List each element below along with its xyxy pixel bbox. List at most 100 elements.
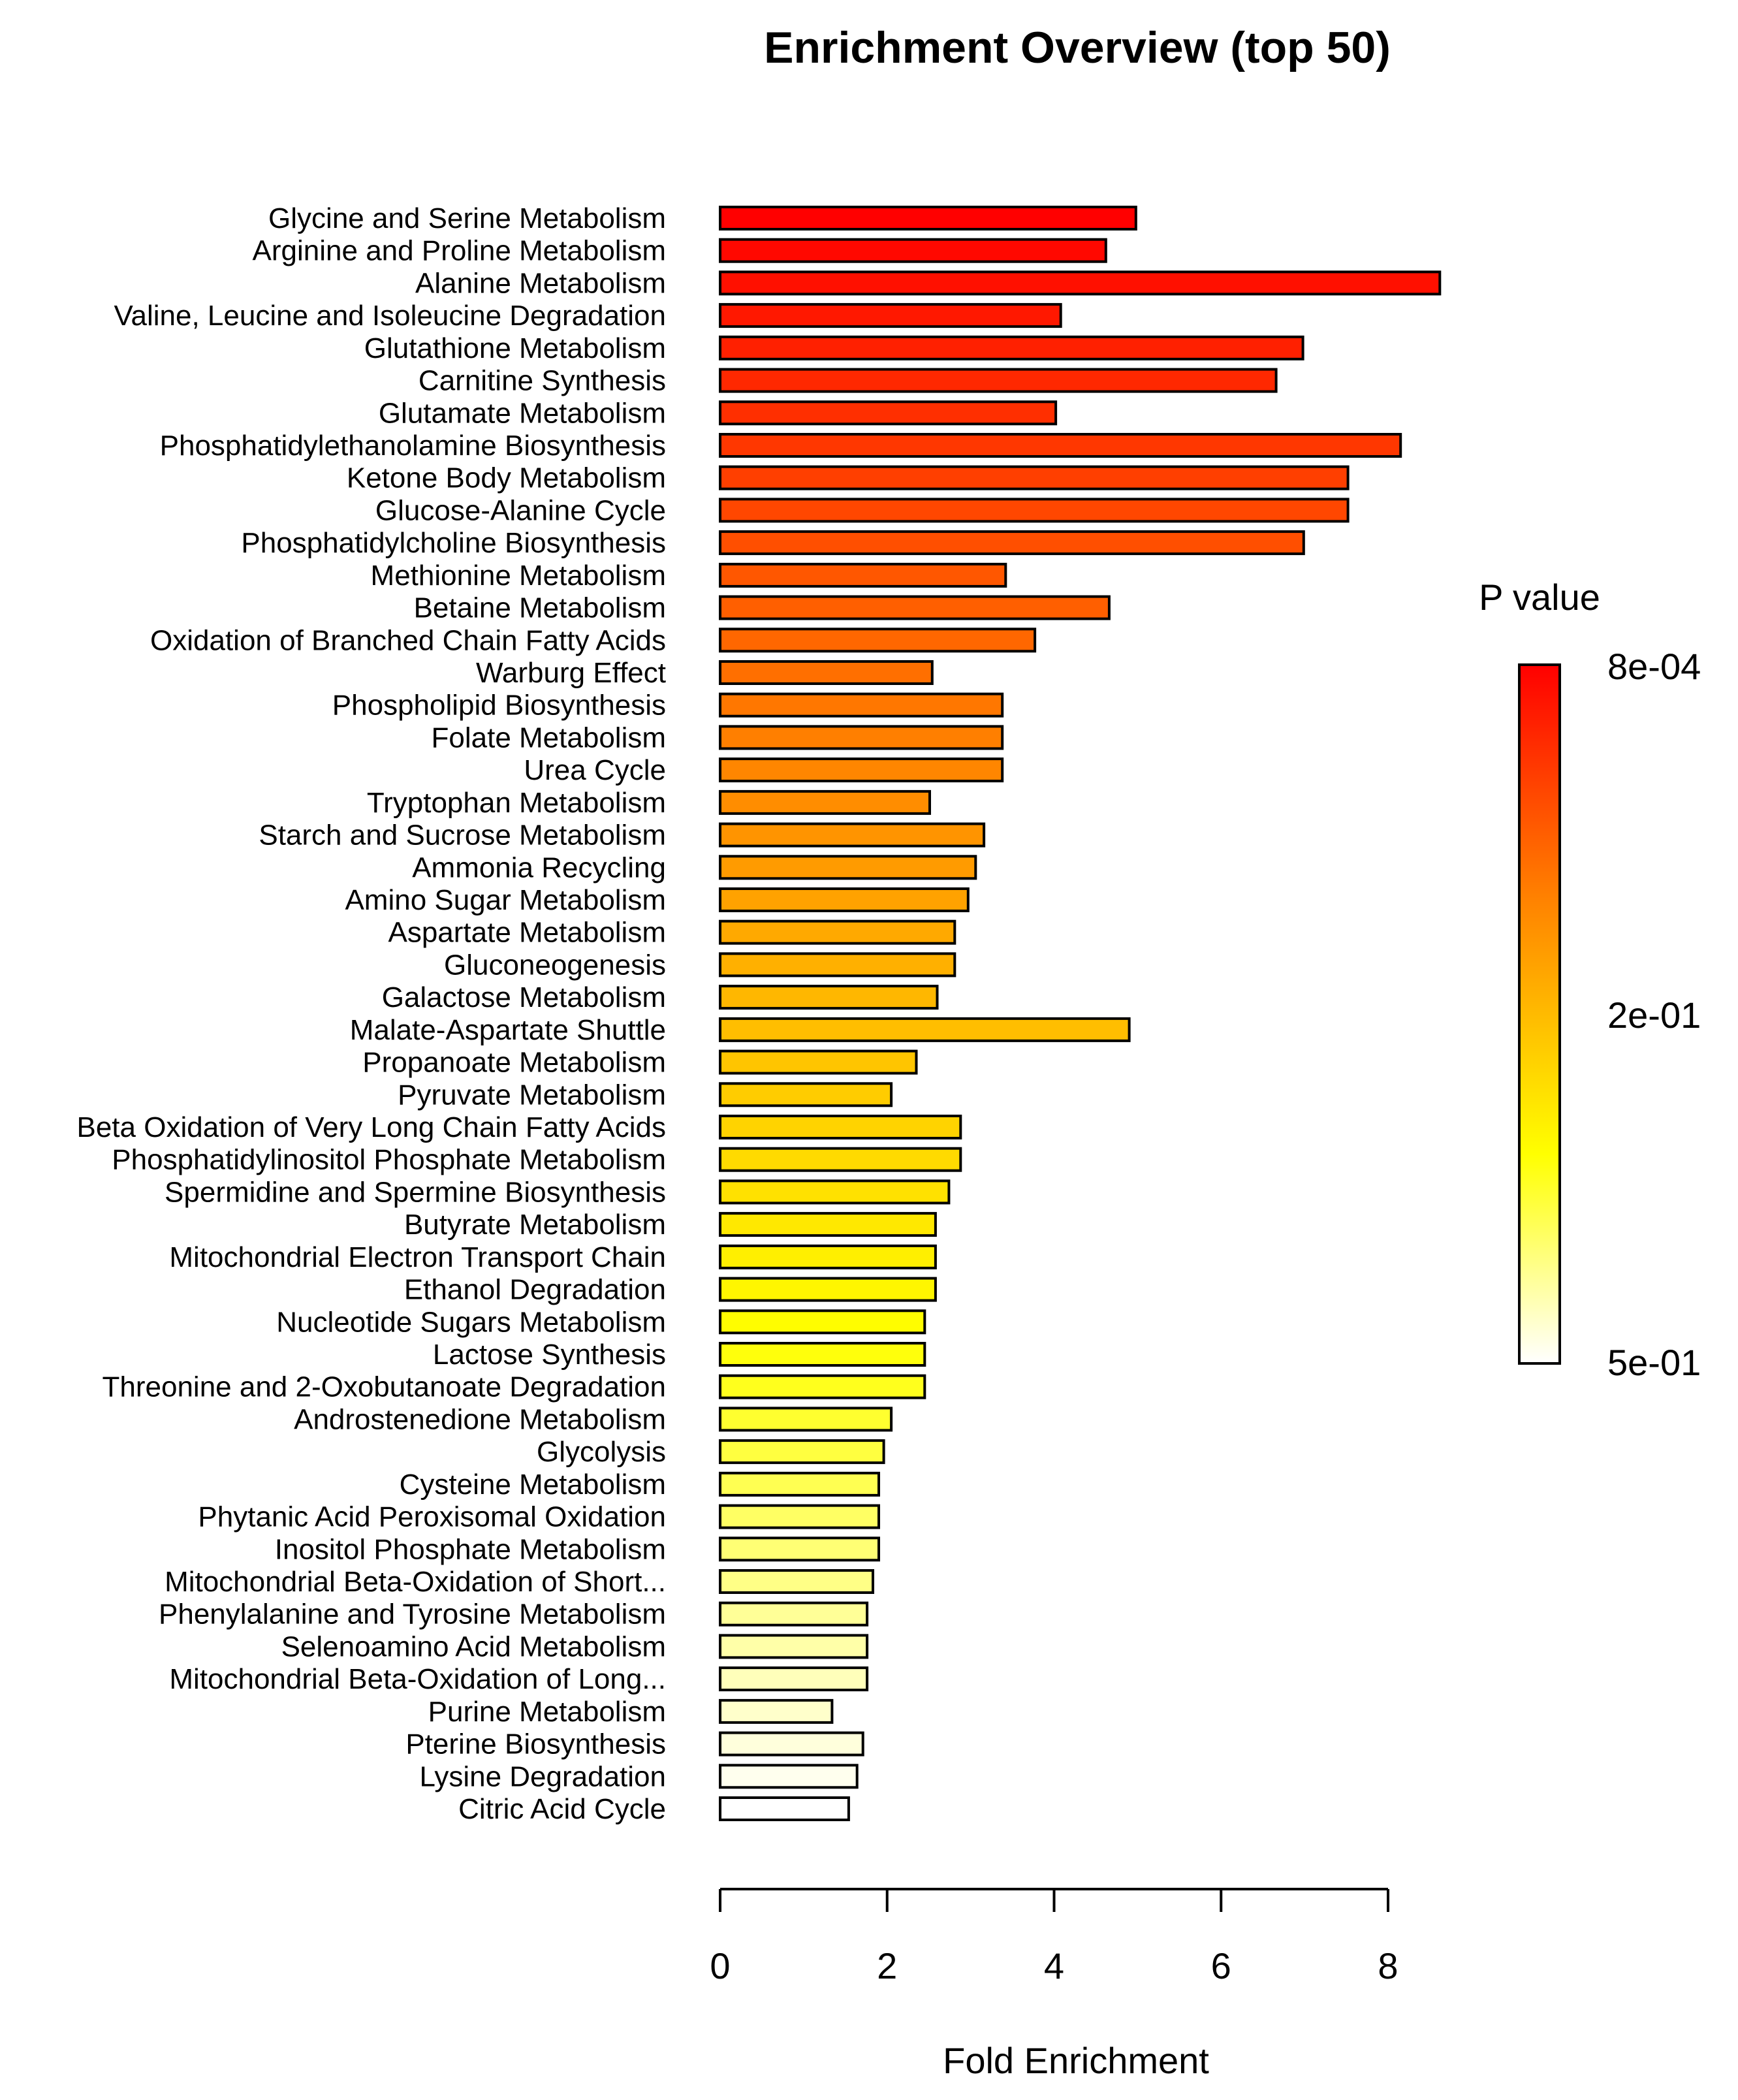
category-label: Propanoate Metabolism — [362, 1047, 666, 1079]
bar — [719, 1634, 869, 1659]
legend-title: P value — [1479, 577, 1600, 618]
bar — [719, 335, 1304, 360]
category-label: Cysteine Metabolism — [400, 1469, 666, 1501]
category-label: Carnitine Synthesis — [419, 365, 666, 397]
bar — [719, 270, 1442, 296]
legend-tick-bottom: 5e-01 — [1607, 1342, 1701, 1383]
bar — [719, 1569, 874, 1594]
category-label: Ammonia Recycling — [412, 851, 666, 883]
bar — [719, 238, 1107, 263]
category-label: Warburg Effect — [476, 657, 666, 689]
bar — [719, 725, 1004, 750]
bar — [719, 1212, 937, 1237]
bar — [719, 952, 956, 978]
category-label: Purine Metabolism — [428, 1696, 666, 1728]
bar — [719, 465, 1350, 490]
category-label: Gluconeogenesis — [444, 949, 666, 981]
category-label: Glycolysis — [537, 1436, 666, 1468]
bar — [719, 1439, 885, 1465]
category-label: Valine, Leucine and Isoleucine Degradati… — [114, 300, 666, 332]
category-label: Glycine and Serine Metabolism — [268, 202, 666, 234]
x-axis-label: Fold Enrichment — [943, 2040, 1209, 2081]
category-label: Glutathione Metabolism — [364, 332, 666, 364]
bar — [719, 1147, 962, 1172]
x-tick-label: 2 — [877, 1945, 897, 1986]
bar — [719, 1082, 893, 1107]
category-label: Mitochondrial Electron Transport Chain — [169, 1241, 666, 1273]
x-axis: 0 2 4 6 8 — [710, 1888, 1398, 1986]
category-label: Ethanol Degradation — [404, 1274, 666, 1306]
x-tick-label: 6 — [1211, 1945, 1231, 1986]
bar — [719, 1179, 951, 1205]
category-label: Malate-Aspartate Shuttle — [350, 1014, 666, 1046]
category-label: Ketone Body Metabolism — [347, 462, 666, 494]
category-label: Mitochondrial Beta-Oxidation of Short... — [165, 1566, 666, 1598]
bar — [719, 1049, 918, 1075]
category-label: Urea Cycle — [524, 754, 666, 786]
bar — [719, 400, 1058, 426]
bar — [719, 887, 970, 912]
color-legend: P value 8e-04 2e-01 5e-01 — [1479, 577, 1701, 1383]
category-label: Phosphatidylinositol Phosphate Metabolis… — [112, 1144, 666, 1176]
bar — [719, 1601, 869, 1627]
category-label: Tryptophan Metabolism — [367, 787, 666, 819]
bar — [719, 1244, 937, 1269]
bar — [719, 1309, 926, 1335]
bar — [719, 1471, 880, 1497]
bar — [719, 303, 1062, 328]
bars-group — [719, 206, 1442, 1821]
bar — [719, 595, 1111, 620]
bar — [719, 530, 1305, 556]
category-label: Citric Acid Cycle — [458, 1793, 666, 1825]
bar — [719, 789, 931, 815]
bar — [719, 1536, 880, 1562]
category-label: Phosphatidylcholine Biosynthesis — [241, 527, 666, 559]
category-label: Betaine Metabolism — [414, 592, 666, 624]
legend-colorbar — [1518, 663, 1561, 1365]
bar — [719, 628, 1037, 653]
category-label: Phospholipid Biosynthesis — [332, 690, 666, 722]
category-label: Threonine and 2-Oxobutanoate Degradation — [103, 1371, 667, 1403]
category-label: Phytanic Acid Peroxisomal Oxidation — [198, 1501, 666, 1533]
category-label: Selenoamino Acid Metabolism — [281, 1631, 666, 1663]
bar — [719, 562, 1007, 588]
category-label: Arginine and Proline Metabolism — [253, 235, 666, 267]
bar — [719, 1796, 850, 1821]
category-label: Beta Oxidation of Very Long Chain Fatty … — [76, 1111, 666, 1143]
category-label: Lysine Degradation — [419, 1760, 666, 1792]
x-tick-label: 0 — [710, 1945, 730, 1986]
category-label: Phosphatidylethanolamine Biosynthesis — [160, 430, 666, 462]
category-label: Glucose-Alanine Cycle — [375, 494, 666, 526]
category-label: Pyruvate Metabolism — [398, 1079, 666, 1111]
bar — [719, 1017, 1131, 1042]
category-label: Androstenedione Metabolism — [294, 1403, 666, 1435]
bar — [719, 985, 939, 1010]
bar — [719, 1407, 893, 1432]
x-tick-label: 4 — [1044, 1945, 1064, 1986]
bar — [719, 1115, 962, 1139]
category-label: Aspartate Metabolism — [388, 917, 666, 949]
bar — [719, 919, 956, 945]
bar — [719, 855, 977, 880]
bar — [719, 206, 1137, 231]
bar — [719, 1342, 926, 1367]
bar — [719, 1731, 864, 1757]
bar — [719, 433, 1402, 458]
bar — [719, 1277, 937, 1302]
bar — [719, 1504, 880, 1529]
chart-title: Enrichment Overview (top 50) — [764, 23, 1391, 72]
bar — [719, 822, 986, 848]
category-label: Oxidation of Branched Chain Fatty Acids — [150, 624, 666, 656]
bar — [719, 1764, 859, 1789]
category-label: Glutamate Metabolism — [379, 397, 666, 429]
category-label: Spermidine and Spermine Biosynthesis — [165, 1176, 666, 1208]
category-label: Starch and Sucrose Metabolism — [259, 819, 666, 851]
bar — [719, 660, 934, 685]
category-label: Folate Metabolism — [432, 722, 666, 754]
bar — [719, 1698, 834, 1724]
bar — [719, 757, 1004, 783]
legend-tick-mid: 2e-01 — [1607, 994, 1701, 1036]
category-label: Butyrate Metabolism — [404, 1209, 666, 1241]
